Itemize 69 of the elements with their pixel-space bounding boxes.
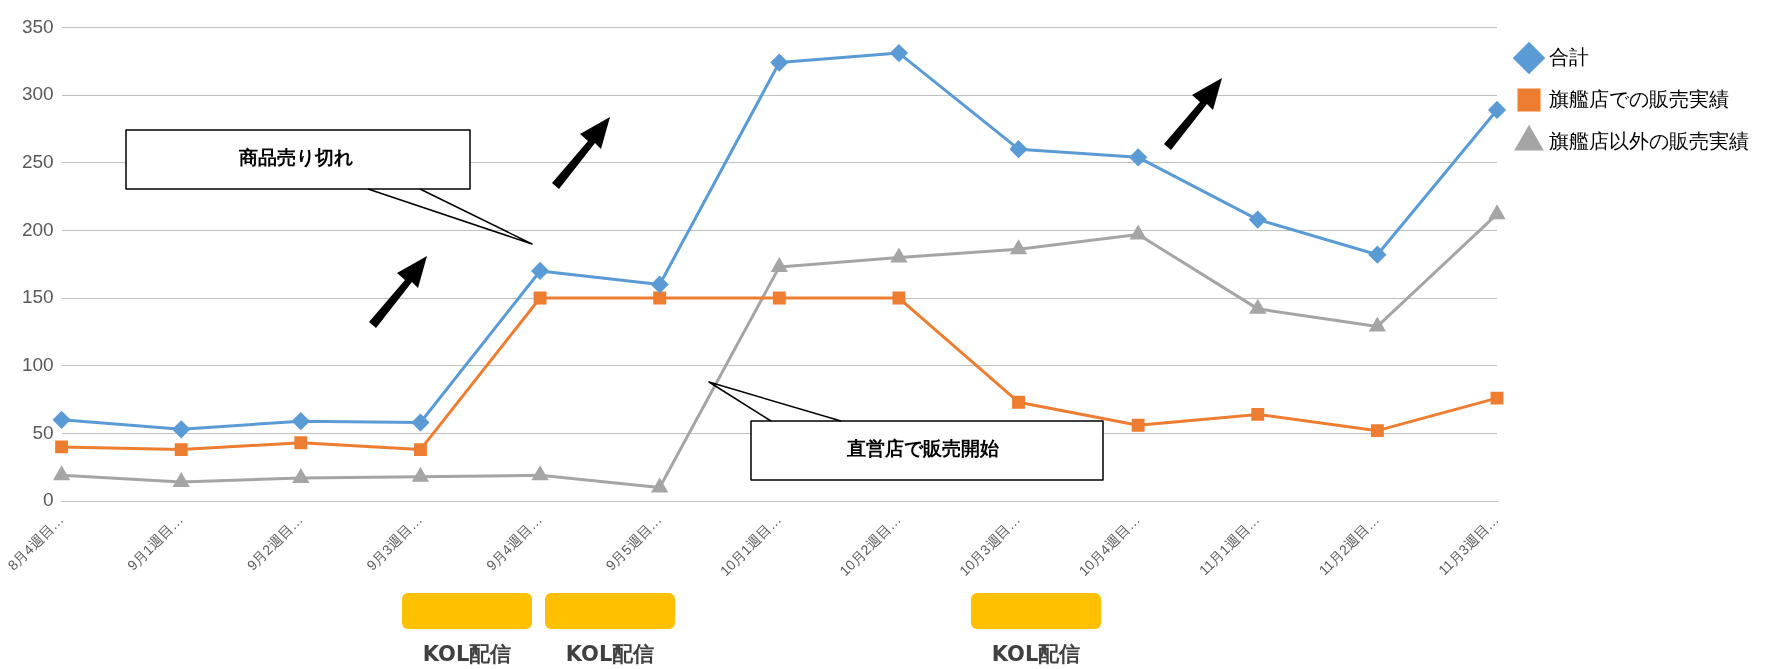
point (292, 412, 310, 430)
point (1369, 317, 1385, 332)
point (1130, 225, 1146, 240)
point (1010, 140, 1028, 158)
x-tick-label: 9月1週目… (124, 511, 187, 574)
x-tick-label: 11月2週目… (1315, 511, 1383, 579)
point (1488, 101, 1506, 119)
point (412, 468, 429, 482)
point (1129, 148, 1147, 166)
point (531, 262, 549, 280)
annotation: 直営店で販売開始 (846, 436, 1000, 461)
point (533, 291, 547, 305)
x-tick-label: 10月1週目… (716, 511, 785, 579)
x-tick-label: 10月2週目… (836, 511, 904, 579)
point (173, 473, 189, 488)
annotation: 商品売り切れ (124, 128, 468, 187)
x-tick-label: 9月5週目… (602, 511, 665, 574)
x-tick-label: 9月2週目… (243, 511, 306, 574)
y-tick-label: 250 (21, 150, 54, 172)
point (652, 478, 668, 493)
point (532, 466, 548, 481)
point (651, 276, 669, 293)
point (1250, 300, 1266, 314)
point (1251, 407, 1265, 421)
point (1489, 205, 1505, 220)
x-tick-label: 11月3週目… (1435, 511, 1502, 579)
point (772, 291, 786, 305)
text: KOL配信 (564, 641, 656, 668)
point (892, 291, 906, 305)
point (891, 248, 907, 263)
y-tick-label: 300 (21, 83, 54, 105)
x-tick-label: 11月1週目… (1195, 511, 1263, 579)
point (174, 443, 188, 457)
x-tick-label: 8月4週目… (4, 511, 67, 574)
point (54, 466, 70, 481)
x-tick-label: 9月3週目… (363, 511, 426, 574)
text: KOL配信 (421, 641, 513, 668)
point (172, 420, 190, 438)
y-tick-label: 0 (43, 489, 54, 511)
point (293, 469, 309, 483)
point (771, 258, 787, 272)
x-tick-label: 10月4週目… (1075, 511, 1143, 579)
legend-label: 旗艦店以外の販売実績 (1549, 129, 1749, 152)
point (770, 54, 788, 72)
point (1012, 395, 1025, 409)
point (890, 44, 908, 62)
callout-box: 商品売り切れ (124, 128, 534, 246)
point (55, 440, 69, 454)
point (1370, 424, 1384, 438)
x-tick-label: 9月4週目… (483, 511, 545, 574)
y-tick-label: 350 (21, 15, 54, 37)
point (1368, 246, 1386, 264)
y-tick-label: 50 (32, 421, 54, 443)
point (1131, 418, 1145, 432)
point (1249, 211, 1267, 229)
y-tick-label: 100 (21, 353, 54, 375)
point (294, 436, 308, 450)
legend-label: 旗艦店での販売実績 (1549, 87, 1729, 110)
y-tick-label: 200 (21, 218, 54, 240)
point (653, 291, 667, 305)
text: KOL配信 (990, 641, 1082, 668)
point (1490, 391, 1504, 405)
point (411, 414, 429, 432)
point (1010, 240, 1027, 255)
legend-label: 合計 (1549, 45, 1589, 68)
x-tick-label: 10月3週目… (955, 511, 1024, 579)
y-tick-label: 150 (21, 286, 54, 308)
point (53, 411, 71, 429)
point (414, 443, 427, 457)
